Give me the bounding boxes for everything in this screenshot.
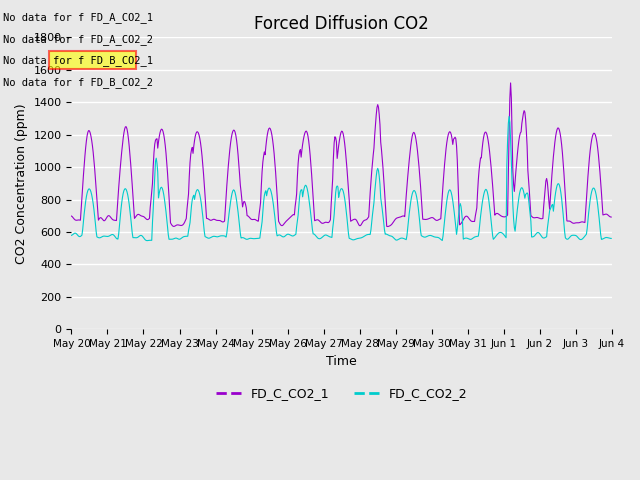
Y-axis label: CO2 Concentration (ppm): CO2 Concentration (ppm) [15, 103, 28, 264]
Text: No data for f FD_B_CO2_2: No data for f FD_B_CO2_2 [3, 77, 153, 88]
Text: No data for f FD_A_CO2_1: No data for f FD_A_CO2_1 [3, 12, 153, 23]
Text: No data for f FD_A_CO2_2: No data for f FD_A_CO2_2 [3, 34, 153, 45]
FancyBboxPatch shape [49, 51, 136, 69]
Text: No data for f FD_B_CO2_1: No data for f FD_B_CO2_1 [3, 55, 153, 66]
X-axis label: Time: Time [326, 355, 357, 368]
Title: Forced Diffusion CO2: Forced Diffusion CO2 [254, 15, 429, 33]
Legend: FD_C_CO2_1, FD_C_CO2_2: FD_C_CO2_1, FD_C_CO2_2 [211, 382, 473, 405]
